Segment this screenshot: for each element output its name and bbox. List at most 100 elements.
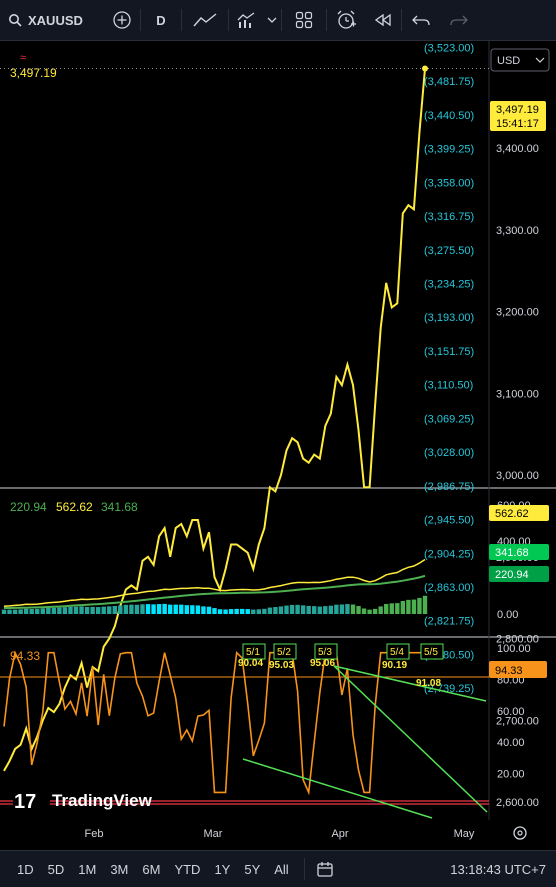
- range-button-5d[interactable]: 5D: [47, 861, 65, 877]
- time-axis-label: May: [454, 828, 475, 840]
- osc-badge: [489, 661, 547, 678]
- date-marker-box: [386, 643, 410, 660]
- macd-signal-badge: [489, 544, 549, 560]
- macd-tick-label: 0.00: [497, 609, 518, 621]
- chart-area[interactable]: ≈ 3,497.19 USD (3,646.75)(3,605.50)(3,56…: [0, 9, 556, 850]
- osc-tick-label: 60.00: [497, 706, 525, 718]
- range-button-ytd[interactable]: YTD: [174, 861, 201, 877]
- macd-histogram-bar: [1, 609, 7, 614]
- range-button-all[interactable]: All: [274, 861, 289, 877]
- trend-line-upper[interactable]: [333, 665, 487, 702]
- range-button-1y[interactable]: 1Y: [214, 861, 231, 877]
- undo-button[interactable]: [402, 0, 440, 40]
- calendar-icon: [317, 862, 333, 877]
- range-button-3m[interactable]: 3M: [110, 861, 129, 877]
- macd-histogram-bar: [35, 608, 40, 614]
- date-marker-box: [242, 643, 266, 660]
- macd-histogram-bar: [361, 608, 367, 614]
- chart-type-button[interactable]: [182, 0, 228, 40]
- macd-histogram-bar: [411, 599, 417, 614]
- time-axis[interactable]: Feb Mar Apr May: [85, 828, 475, 840]
- alert-button[interactable]: [327, 0, 365, 40]
- macd-histogram-bar: [134, 604, 140, 614]
- macd-histogram-bar: [289, 604, 295, 614]
- currency-button[interactable]: [490, 48, 550, 72]
- macd-hist-badge: [489, 566, 549, 582]
- grid-price-label: (3,523.00): [424, 42, 474, 54]
- range-button-1m[interactable]: 1M: [78, 861, 97, 877]
- date-marker-box: [420, 643, 444, 660]
- grid-price-label: (3,028.00): [424, 447, 474, 459]
- macd-histogram-bar: [245, 609, 250, 614]
- symbol-search[interactable]: XAUUSD: [0, 0, 104, 40]
- indicators-button[interactable]: [229, 0, 263, 40]
- osc-date-markers: 5/190.04 5/2 95.03 5/395.06 5/4 90.19 5/5 91.08: [238, 643, 444, 689]
- grid-price-label: (2,821.75): [424, 616, 474, 628]
- macd-histogram-bar: [107, 606, 112, 614]
- chevron-down-icon: [535, 57, 545, 63]
- redo-button[interactable]: [440, 0, 478, 40]
- line-chart-icon: [193, 13, 217, 27]
- macd-histogram-bar: [95, 607, 101, 614]
- macd-histogram-bar: [323, 606, 328, 614]
- date-marker-value: 95.06: [310, 658, 335, 669]
- macd-line[interactable]: [3, 558, 426, 607]
- macd-histogram-bar: [206, 606, 212, 614]
- search-icon: [9, 14, 22, 27]
- grid-price-label: (3,151.75): [424, 346, 474, 358]
- date-marker-label: 5/3: [318, 647, 332, 658]
- grid-price-label: (3,440.50): [424, 110, 474, 122]
- price-badge-time: 15:41:17: [496, 118, 539, 130]
- macd-histogram-bar: [84, 606, 90, 614]
- grid-price-label: (3,399.25): [424, 144, 474, 156]
- trend-line-steep[interactable]: [333, 665, 488, 813]
- undo-icon: [412, 15, 430, 26]
- price-series-line[interactable]: [3, 68, 426, 772]
- settings-icon[interactable]: [513, 826, 527, 840]
- macd-histogram-bar: [395, 603, 400, 614]
- macd-histogram[interactable]: [1, 595, 428, 614]
- clock[interactable]: 13:18:43 UTC+7: [450, 861, 546, 877]
- price-badge: [490, 101, 546, 131]
- chevron-down-icon: [267, 17, 277, 23]
- date-marker-label: 5/2: [277, 647, 291, 658]
- date-marker-label: 5/5: [424, 647, 438, 658]
- date-marker-label: 5/1: [246, 647, 260, 658]
- symbol-name: XAUUSD: [28, 12, 83, 28]
- macd-histogram-bar: [328, 605, 334, 614]
- macd-histogram-bar: [417, 597, 422, 614]
- range-button-1d[interactable]: 1D: [17, 861, 34, 877]
- price-axis-ticks: 3,400.00 3,300.00 3,200.00 3,100.00 3,000.00…: [496, 143, 539, 809]
- indicators-dropdown[interactable]: [263, 0, 281, 40]
- macd-histogram-bar: [112, 605, 117, 614]
- layout-button[interactable]: [282, 0, 326, 40]
- date-marker-label: 5/4: [390, 647, 404, 658]
- date-range-button[interactable]: [305, 860, 345, 878]
- macd-histogram-bar: [262, 608, 267, 614]
- macd-histogram-bar: [123, 604, 129, 614]
- time-axis-label: Feb: [85, 828, 104, 840]
- macd-signal-line[interactable]: [4, 574, 426, 609]
- osc-tick-label: 100.00: [497, 643, 531, 655]
- macd-histogram-bar: [300, 605, 306, 614]
- grid-price-label: (2,904.25): [424, 548, 474, 560]
- grid-price-label: (2,945.50): [424, 515, 474, 527]
- tradingview-watermark: 17 TradingView: [13, 790, 153, 813]
- range-button-5y[interactable]: 5Y: [244, 861, 261, 877]
- macd-histogram-bar: [118, 605, 123, 614]
- interval-button[interactable]: D: [156, 12, 166, 28]
- macd-histogram-bar: [51, 607, 57, 614]
- range-button-6m[interactable]: 6M: [142, 861, 161, 877]
- trend-line-lower[interactable]: [242, 758, 433, 819]
- divider: [303, 858, 305, 880]
- macd-histogram-bar: [239, 608, 245, 614]
- compare-button[interactable]: [104, 0, 140, 40]
- grid-price-label: (2,986.75): [424, 481, 474, 493]
- alert-icon: [337, 10, 356, 29]
- macd-histogram-bar: [228, 609, 234, 614]
- last-price-label: 3,497.19: [10, 66, 57, 80]
- osc-line[interactable]: [3, 650, 425, 796]
- chart-canvas[interactable]: ≈ 3,497.19 USD (3,646.75)(3,605.50)(3,56…: [0, 9, 556, 850]
- macd-histogram-bar: [267, 607, 273, 614]
- replay-button[interactable]: [365, 0, 401, 40]
